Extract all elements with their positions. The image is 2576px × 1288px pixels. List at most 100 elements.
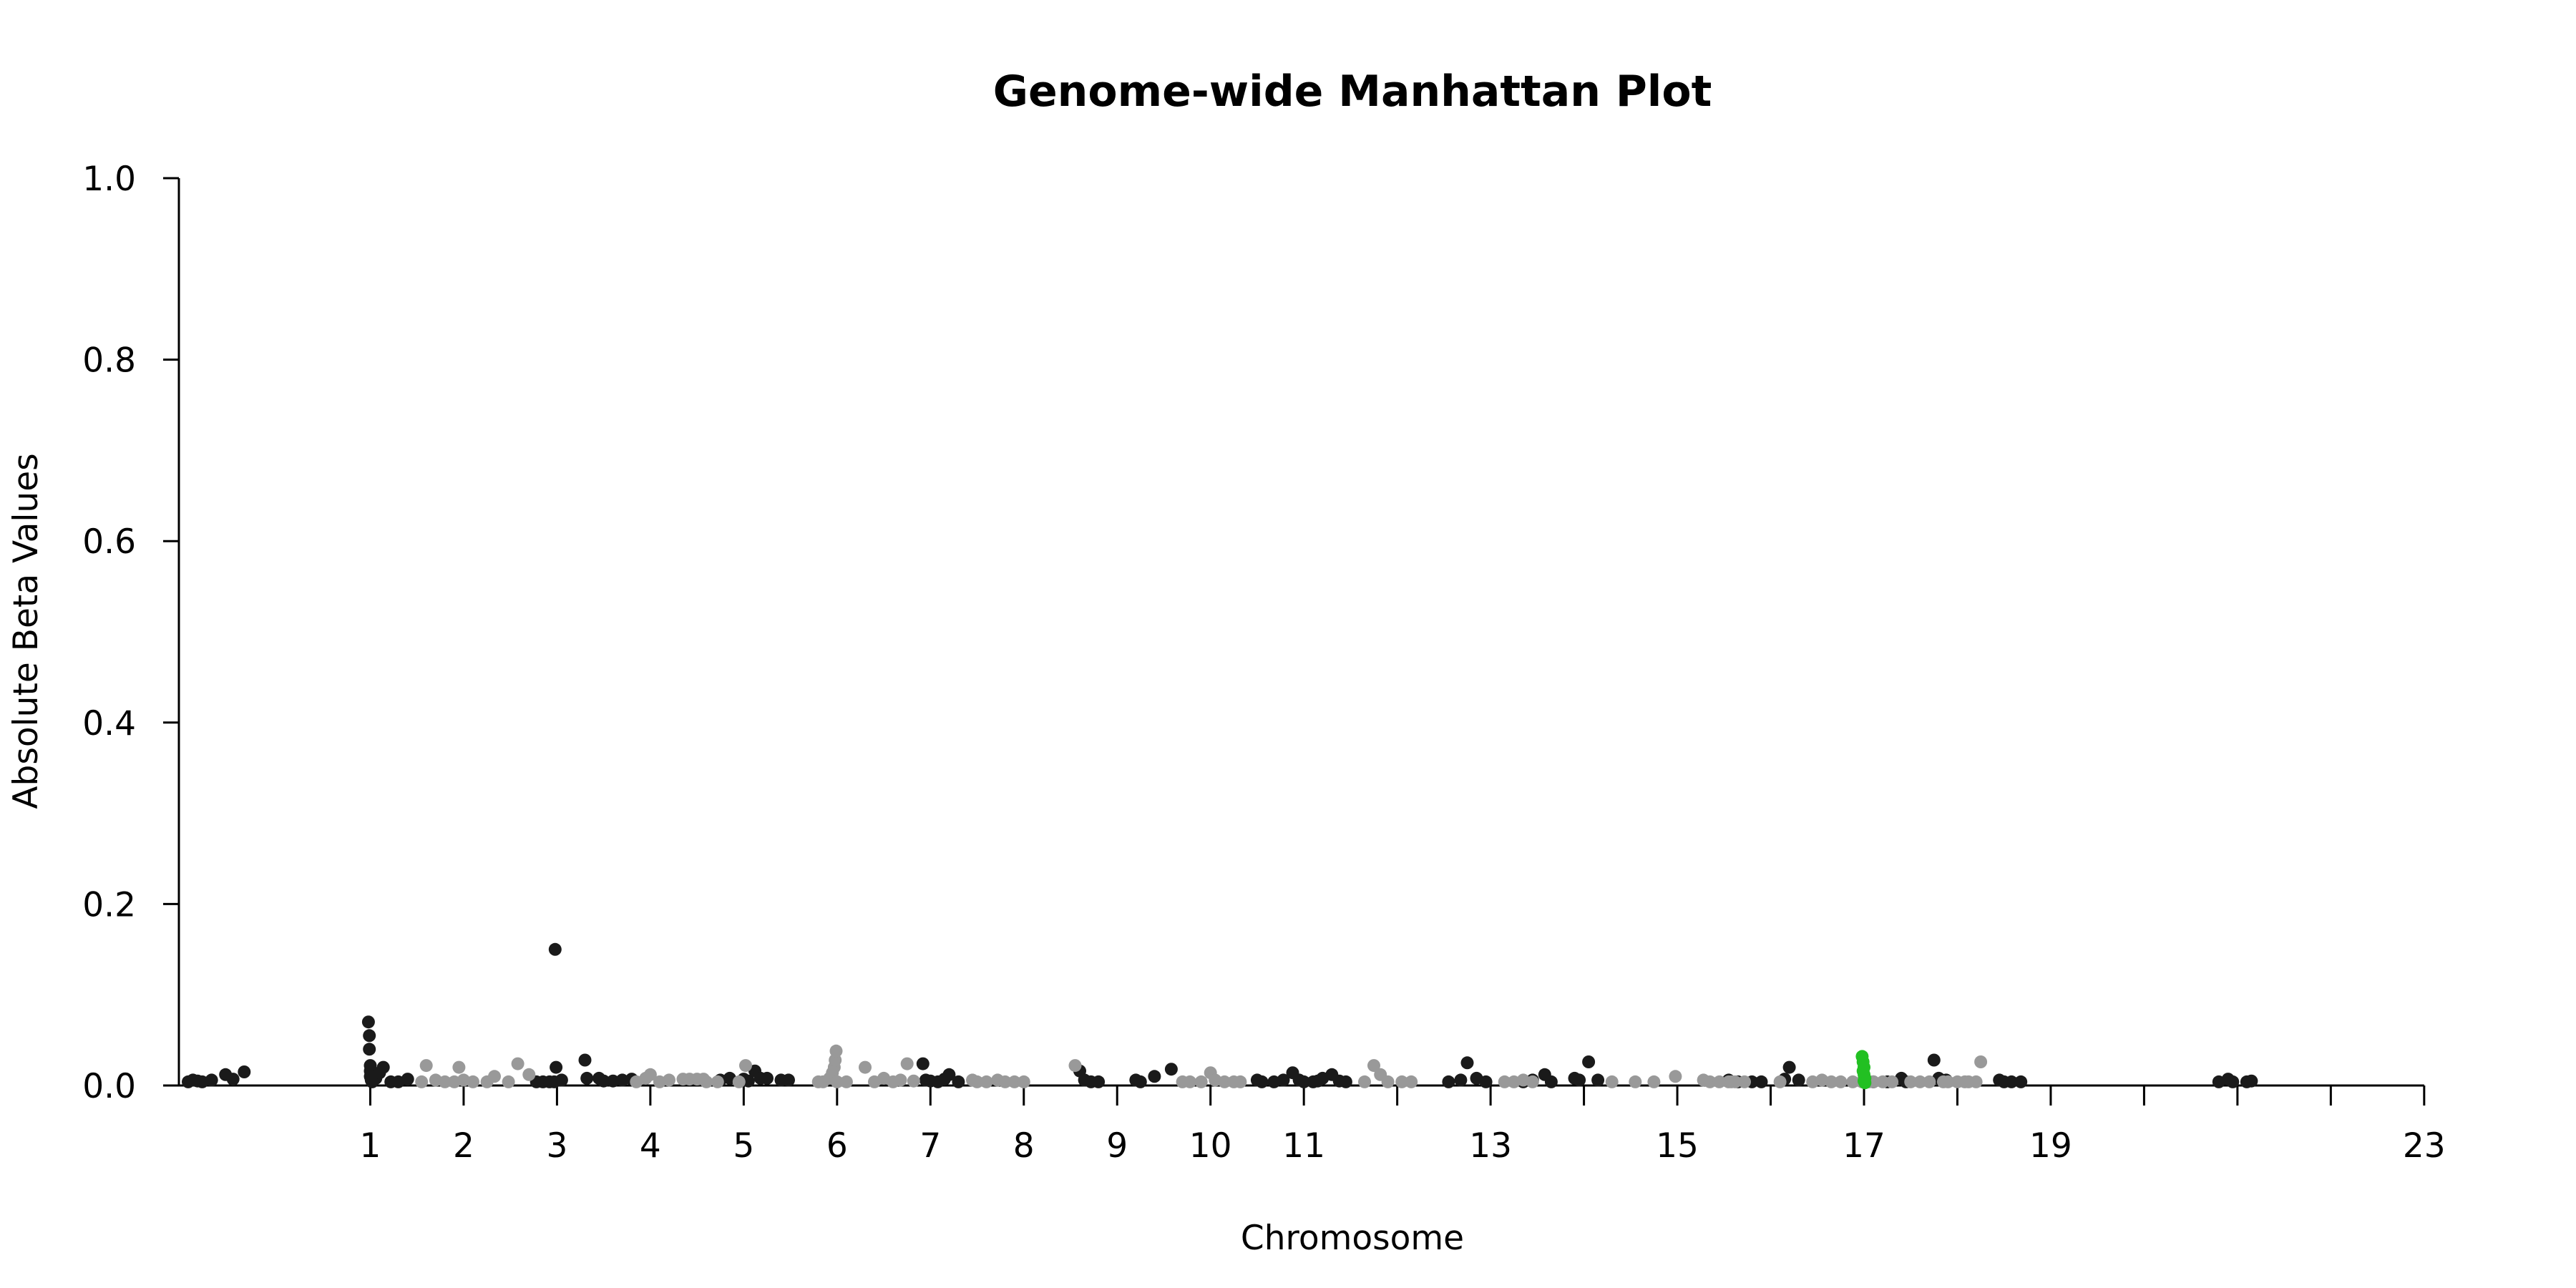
data-point — [761, 1071, 774, 1085]
y-tick-label: 0.0 — [82, 1067, 136, 1106]
data-point — [1913, 1075, 1927, 1088]
data-point — [1904, 1075, 1918, 1088]
data-point — [1405, 1075, 1418, 1088]
y-tick-label: 0.2 — [82, 885, 136, 924]
data-point — [1008, 1075, 1021, 1088]
data-point — [606, 1074, 620, 1088]
data-point — [839, 1075, 853, 1088]
data-point — [1092, 1075, 1106, 1088]
data-point — [522, 1068, 536, 1081]
data-point — [1728, 1075, 1742, 1088]
data-point — [615, 1073, 629, 1087]
data-point — [1068, 1059, 1082, 1073]
data-point — [1442, 1075, 1455, 1088]
x-tick-label: 15 — [1656, 1126, 1699, 1166]
data-point — [1941, 1075, 1955, 1088]
data-point — [363, 1043, 376, 1056]
data-point — [907, 1074, 920, 1088]
data-point — [1773, 1075, 1787, 1088]
data-point — [502, 1075, 515, 1088]
data-point — [900, 1057, 914, 1070]
data-point — [2245, 1074, 2258, 1088]
data-point — [1218, 1075, 1231, 1088]
axes: 0.00.20.40.60.81.01 2 3 4 5 6 7 8 9 10 11 13 15 17 19 2… — [82, 160, 2445, 1166]
data-point — [998, 1075, 1012, 1088]
data-point — [732, 1075, 746, 1088]
data-point — [970, 1075, 984, 1088]
data-point — [238, 1065, 251, 1078]
data-point — [550, 1060, 563, 1074]
data-point — [1544, 1075, 1558, 1088]
data-point — [663, 1073, 675, 1087]
chart-title: Genome-wide Manhattan Plot — [993, 67, 1712, 117]
y-axis-label: Absolute Beta Values — [6, 453, 46, 809]
data-point — [1498, 1075, 1511, 1088]
x-tick-label: 4 — [640, 1126, 661, 1166]
data-point — [415, 1075, 429, 1088]
data-point — [1923, 1075, 1936, 1088]
data-point — [2226, 1075, 2240, 1088]
data-point — [1367, 1059, 1380, 1073]
x-tick-label: 7 — [919, 1126, 941, 1166]
data-point — [859, 1060, 872, 1074]
data-point — [488, 1070, 501, 1083]
x-tick-label: 23 — [2403, 1126, 2446, 1166]
data-point — [1792, 1073, 1805, 1087]
data-point — [2014, 1075, 2028, 1088]
data-point — [1591, 1073, 1605, 1087]
data-point — [1703, 1075, 1717, 1088]
data-point — [739, 1059, 752, 1073]
data-point — [829, 1044, 843, 1058]
x-tick-label: 3 — [546, 1126, 567, 1166]
data-point — [1339, 1075, 1352, 1088]
data-point — [1277, 1073, 1290, 1087]
data-point — [916, 1057, 930, 1070]
data-point — [1846, 1075, 1860, 1088]
data-point — [1834, 1075, 1848, 1088]
data-point — [1782, 1060, 1796, 1074]
data-point — [1381, 1075, 1395, 1088]
data-point — [942, 1068, 956, 1081]
data-point — [1927, 1053, 1941, 1067]
x-tick-label: 9 — [1106, 1126, 1128, 1166]
data-point — [782, 1073, 795, 1087]
data-point — [1605, 1075, 1619, 1088]
data-point — [1297, 1075, 1311, 1088]
data-point — [1876, 1075, 1890, 1088]
data-point — [1573, 1073, 1586, 1087]
data-point — [580, 1071, 594, 1085]
data-point — [363, 1029, 376, 1043]
data-point — [1582, 1055, 1596, 1068]
data-point — [1858, 1076, 1872, 1090]
data-point — [1460, 1056, 1474, 1070]
data-point — [438, 1075, 452, 1088]
x-tick-label: 13 — [1469, 1126, 1512, 1166]
data-point — [1395, 1075, 1409, 1088]
x-tick-label: 5 — [733, 1126, 754, 1166]
x-tick-label: 11 — [1282, 1126, 1325, 1166]
data-point — [1194, 1075, 1208, 1088]
data-point — [452, 1060, 466, 1074]
data-point — [1738, 1075, 1751, 1088]
data-point — [894, 1073, 907, 1087]
data-point — [1255, 1075, 1269, 1088]
data-point — [1148, 1070, 1161, 1083]
data-point — [578, 1053, 592, 1067]
data-point — [1017, 1075, 1030, 1088]
data-point — [1164, 1063, 1178, 1076]
data-point — [467, 1075, 479, 1088]
data-point — [1669, 1070, 1682, 1083]
x-tick-label: 1 — [360, 1126, 381, 1166]
data-point — [1629, 1075, 1642, 1088]
data-points — [182, 942, 2258, 1090]
data-point — [700, 1075, 713, 1088]
data-point — [376, 1060, 390, 1074]
y-tick-label: 1.0 — [82, 160, 136, 199]
data-point — [1885, 1075, 1899, 1088]
data-point — [643, 1068, 657, 1081]
x-tick-label: 8 — [1013, 1126, 1035, 1166]
x-axis-label: Chromosome — [1241, 1219, 1464, 1258]
data-point — [1479, 1075, 1493, 1088]
data-point — [980, 1075, 993, 1088]
